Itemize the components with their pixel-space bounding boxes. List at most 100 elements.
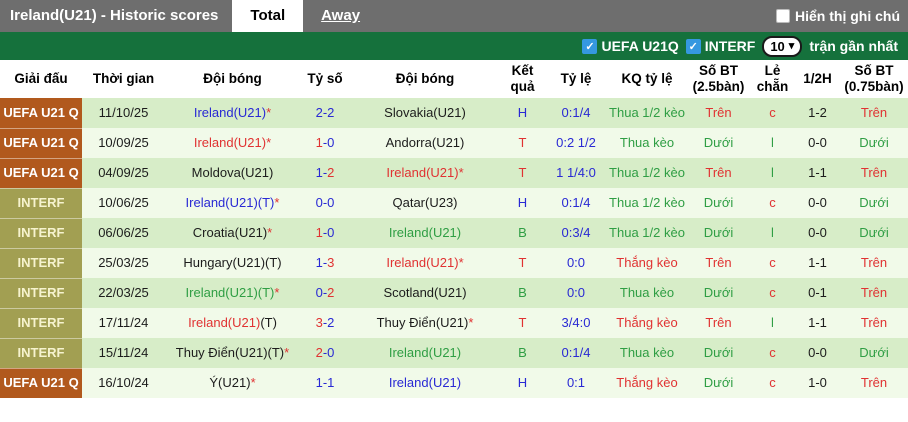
away-goals: 0 <box>327 134 335 150</box>
over-under-2-5: Trên <box>687 308 750 338</box>
score-dash: - <box>322 254 328 270</box>
over-under-2-5: Trên <box>687 248 750 278</box>
result-badge: H <box>500 98 545 128</box>
favorite-asterisk: * <box>267 224 273 240</box>
match-date: 15/11/24 <box>82 338 165 368</box>
over-under-0-75: Trên <box>840 278 908 308</box>
team-name: Qatar(U23) <box>392 194 458 210</box>
home-team: Ireland(U21)(T)* <box>165 278 300 308</box>
checkbox-checked-icon[interactable]: ✓ <box>582 38 598 54</box>
match-row: UEFA U21 Q 10/09/25 Ireland(U21)* 1-0 Andorr… <box>0 128 908 159</box>
team-name: Ireland(U21) <box>388 374 462 390</box>
checkbox-unchecked-icon[interactable] <box>776 9 790 23</box>
checkbox-checked-icon[interactable]: ✓ <box>685 38 701 54</box>
match-date: 11/10/25 <box>82 98 165 128</box>
filter-interf-checkbox[interactable]: ✓ INTERF <box>685 38 756 54</box>
match-row: INTERF 25/03/25 Hungary(U21)(T) 1-3 Ireland(… <box>0 248 908 279</box>
match-score: 0-0 <box>300 188 350 218</box>
away-team: Ireland(U21) <box>350 368 500 398</box>
first-half-score: 1-1 <box>795 248 840 278</box>
favorite-asterisk: * <box>458 254 464 270</box>
over-under-2-5: Dưới <box>687 338 750 368</box>
column-header-goals-2-5: Số BT (2.5bàn) <box>687 60 750 98</box>
result-badge: T <box>500 128 545 158</box>
team-name: Ireland(U21) <box>188 314 261 330</box>
team-name: Ireland(U21)(T) <box>185 194 275 210</box>
over-under-2-5: Trên <box>687 158 750 188</box>
away-team: Ireland(U21)* <box>350 248 500 278</box>
odd-even: c <box>750 188 795 218</box>
team-name: Ireland(U21)(T) <box>185 284 275 300</box>
match-row: INTERF 10/06/25 Ireland(U21)(T)* 0-0 Qatar(U… <box>0 188 908 219</box>
titlebar-spacer <box>378 0 776 32</box>
match-date: 06/06/25 <box>82 218 165 248</box>
home-team: Ireland(U21)* <box>165 98 300 128</box>
handicap-result: Thua 1/2 kèo <box>607 158 687 188</box>
over-under-0-75: Dưới <box>840 128 908 158</box>
odd-even: c <box>750 248 795 278</box>
match-date: 04/09/25 <box>82 158 165 188</box>
handicap-result: Thua 1/2 kèo <box>607 98 687 128</box>
column-header-odds-result: KQ tỷ lệ <box>607 60 687 98</box>
filter-uefa-u21q-checkbox[interactable]: ✓ UEFA U21Q <box>582 38 679 54</box>
home-goals: 3 <box>315 314 323 330</box>
favorite-asterisk: * <box>266 134 272 150</box>
match-history-table: Giải đấu Thời gian Đội bóng Tỷ số Đội bó… <box>0 60 908 399</box>
match-row: INTERF 06/06/25 Croatia(U21)* 1-0 Ireland(U2… <box>0 218 908 249</box>
chevron-down-icon: ▾ <box>788 39 795 52</box>
result-badge: H <box>500 188 545 218</box>
column-header-score: Tỷ số <box>300 60 350 98</box>
home-goals: 1 <box>315 224 323 240</box>
league-badge: INTERF <box>0 218 82 249</box>
first-half-score: 1-0 <box>795 368 840 398</box>
first-half-score: 0-1 <box>795 278 840 308</box>
away-goals: 2 <box>327 104 335 120</box>
favorite-asterisk: * <box>266 104 272 120</box>
team-name: Ireland(U21) <box>388 224 462 240</box>
team-name: Hungary(U21)(T) <box>183 254 282 270</box>
home-goals: 0 <box>315 284 323 300</box>
result-badge: T <box>500 308 545 338</box>
handicap-result: Thắng kèo <box>607 368 687 398</box>
first-half-score: 0-0 <box>795 128 840 158</box>
handicap-odds: 0:0 <box>545 278 607 308</box>
handicap-result: Thua 1/2 kèo <box>607 218 687 248</box>
favorite-asterisk: * <box>284 344 290 360</box>
show-notes-checkbox[interactable]: Hiển thị ghi chú <box>776 0 908 32</box>
away-goals: 2 <box>327 164 335 180</box>
team-name: Ireland(U21) <box>386 254 459 270</box>
handicap-result: Thua kèo <box>607 128 687 158</box>
first-half-score: 0-0 <box>795 218 840 248</box>
favorite-asterisk: * <box>274 284 280 300</box>
favorite-asterisk: * <box>468 314 474 330</box>
team-name: Scotland(U21) <box>383 284 467 300</box>
away-goals: 2 <box>327 314 335 330</box>
filter-interf-label: INTERF <box>704 38 756 54</box>
home-goals: 1 <box>315 254 323 270</box>
filter-bar: ✓ UEFA U21Q ✓ INTERF 10 ▾ trận gần nhất <box>0 32 908 60</box>
handicap-result: Thua kèo <box>607 338 687 368</box>
tab-away[interactable]: Away <box>321 7 361 24</box>
match-score: 3-2 <box>300 308 350 338</box>
home-team: Moldova(U21) <box>165 158 300 188</box>
favorite-asterisk: * <box>250 374 256 390</box>
match-date: 22/03/25 <box>82 278 165 308</box>
over-under-0-75: Dưới <box>840 188 908 218</box>
away-team: Slovakia(U21) <box>350 98 500 128</box>
over-under-0-75: Trên <box>840 368 908 398</box>
matches-count-select[interactable]: 10 ▾ <box>762 35 803 57</box>
score-dash: - <box>322 374 328 390</box>
over-under-0-75: Trên <box>840 158 908 188</box>
matches-count-value: 10 <box>770 38 785 54</box>
matches-suffix-label: trận gần nhất <box>809 38 898 54</box>
league-badge: UEFA U21 Q <box>0 158 82 189</box>
tab-total[interactable]: Total <box>232 0 304 32</box>
away-team: Thuy Điển(U21)* <box>350 308 500 338</box>
home-goals: 1 <box>315 164 323 180</box>
match-row: UEFA U21 Q 16/10/24 Ý(U21)* 1-1 Ireland(U21)… <box>0 368 908 399</box>
favorite-asterisk: * <box>458 164 464 180</box>
team-name: Slovakia(U21) <box>384 104 466 120</box>
title-bar: Ireland(U21) - Historic scores Total Awa… <box>0 0 908 32</box>
match-score: 1-0 <box>300 218 350 248</box>
